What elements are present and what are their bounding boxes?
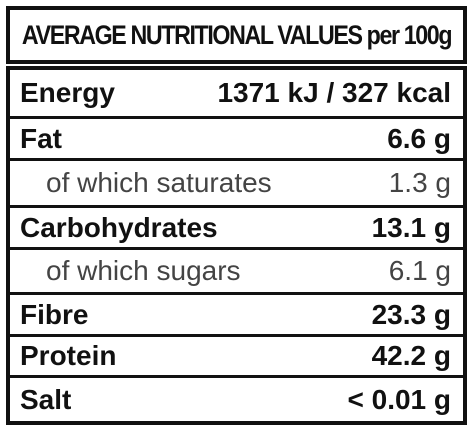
label: Protein xyxy=(20,340,117,371)
label: Salt xyxy=(20,383,72,415)
row: Salt < 0.01 g xyxy=(10,375,463,421)
row: Fibre 23.3 g xyxy=(10,292,463,334)
value: 23.3 g xyxy=(371,298,451,330)
label: of which sugars xyxy=(46,255,241,286)
title: AVERAGE NUTRITIONAL VALUES per 100g xyxy=(21,19,453,50)
row: Fat 6.6 g xyxy=(10,116,463,158)
value: 6.6 g xyxy=(387,122,451,154)
label: Carbohydrates xyxy=(20,211,218,243)
label: of which saturates xyxy=(46,167,272,198)
value: 13.1 g xyxy=(371,211,451,243)
label: Energy xyxy=(20,77,115,108)
nutrition-table: Energy 1371 kJ / 327 kcal Fat 6.6 g of whi… xyxy=(6,66,467,425)
row: of which saturates 1.3 g xyxy=(10,158,463,205)
row: Carbohydrates 13.1 g xyxy=(10,205,463,247)
title-box: AVERAGE NUTRITIONAL VALUES per 100g xyxy=(6,6,467,64)
value: 1.3 g xyxy=(388,167,451,198)
row: Protein 42.2 g xyxy=(10,334,463,375)
label: Fibre xyxy=(20,298,89,330)
value: 42.2 g xyxy=(371,340,451,371)
value: 6.1 g xyxy=(388,255,451,286)
value: < 0.01 g xyxy=(347,383,451,415)
row: Energy 1371 kJ / 327 kcal xyxy=(10,70,463,116)
label: Fat xyxy=(20,122,62,154)
row: of which sugars 6.1 g xyxy=(10,247,463,292)
value: 1371 kJ / 327 kcal xyxy=(217,77,451,108)
